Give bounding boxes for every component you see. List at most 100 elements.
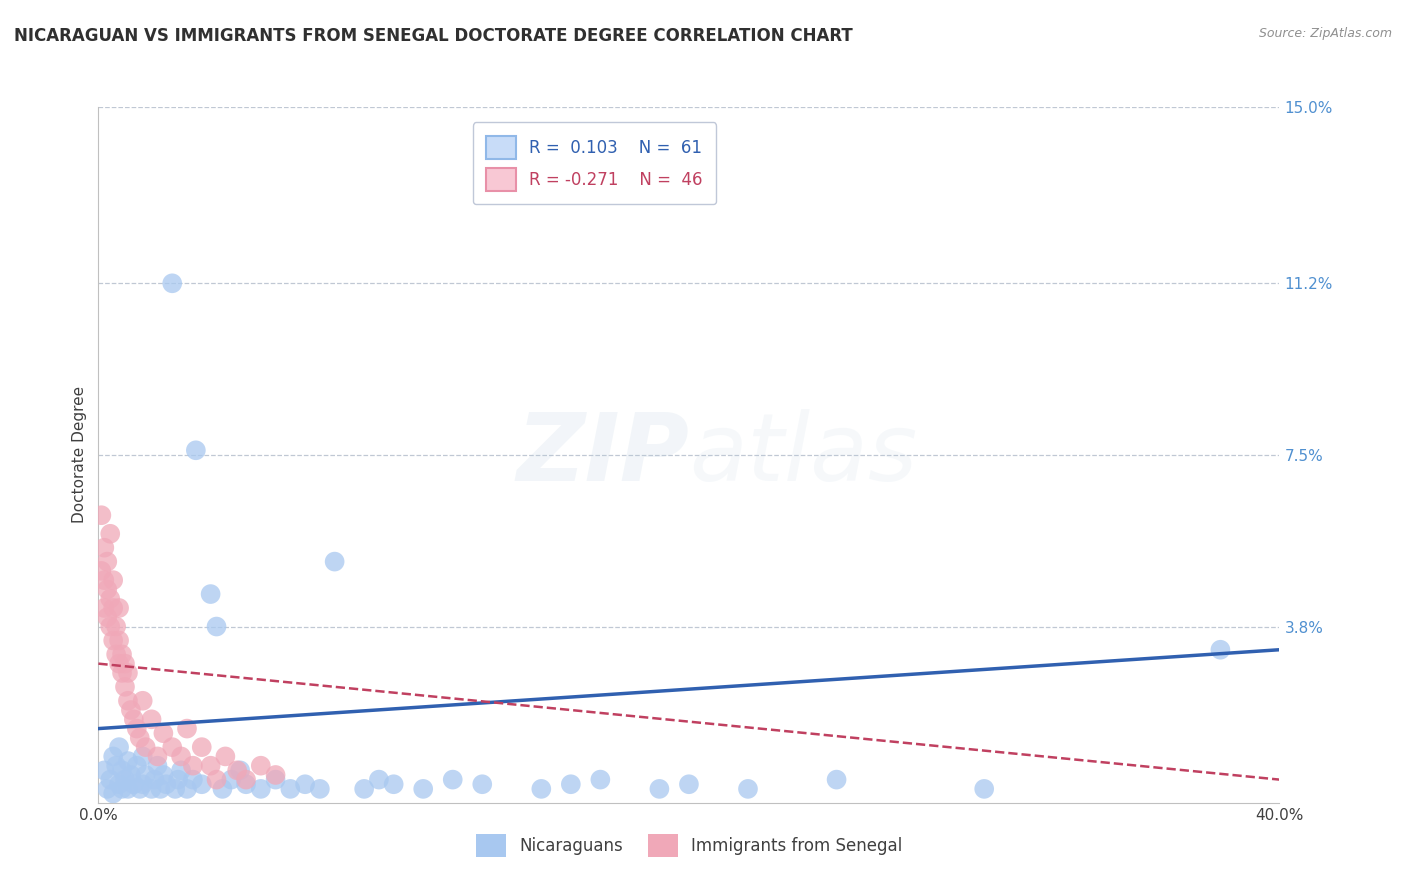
Point	[111, 764, 134, 778]
Point	[93, 764, 115, 778]
Point	[264, 772, 287, 787]
Point	[165, 781, 187, 796]
Point	[103, 749, 125, 764]
Point	[412, 781, 434, 796]
Point	[589, 772, 612, 787]
Point	[111, 648, 134, 662]
Point	[93, 573, 115, 587]
Point	[1209, 642, 1232, 657]
Point	[122, 777, 145, 791]
Point	[132, 694, 155, 708]
Point	[678, 777, 700, 791]
Point	[205, 619, 228, 633]
Point	[191, 740, 214, 755]
Point	[141, 712, 163, 726]
Point	[530, 781, 553, 796]
Point	[98, 619, 121, 633]
Point	[167, 772, 190, 787]
Point	[323, 555, 346, 569]
Point	[149, 781, 172, 796]
Point	[105, 648, 128, 662]
Point	[105, 758, 128, 772]
Point	[111, 781, 134, 796]
Point	[211, 781, 233, 796]
Point	[162, 277, 183, 291]
Point	[120, 768, 142, 782]
Point	[825, 772, 848, 787]
Point	[235, 777, 257, 791]
Point	[93, 541, 115, 555]
Point	[191, 777, 214, 791]
Point	[98, 772, 121, 787]
Point	[152, 768, 174, 782]
Point	[170, 764, 193, 778]
Point	[108, 601, 131, 615]
Point	[219, 772, 242, 787]
Point	[135, 740, 157, 755]
Point	[114, 772, 136, 787]
Point	[98, 526, 121, 541]
Point	[200, 758, 222, 772]
Point	[155, 777, 177, 791]
Point	[117, 665, 139, 680]
Point	[471, 777, 494, 791]
Y-axis label: Doctorate Degree: Doctorate Degree	[72, 386, 87, 524]
Point	[103, 573, 125, 587]
Point	[103, 633, 125, 648]
Point	[973, 781, 995, 796]
Point	[143, 772, 166, 787]
Point	[108, 633, 131, 648]
Point	[125, 722, 148, 736]
Point	[96, 555, 118, 569]
Point	[96, 582, 118, 597]
Text: ZIP: ZIP	[516, 409, 689, 501]
Legend: Nicaraguans, Immigrants from Senegal: Nicaraguans, Immigrants from Senegal	[470, 827, 908, 864]
Point	[278, 781, 302, 796]
Point	[235, 772, 257, 787]
Point	[93, 601, 115, 615]
Point	[250, 781, 273, 796]
Point	[176, 722, 198, 736]
Point	[108, 777, 131, 791]
Point	[111, 665, 134, 680]
Point	[141, 781, 163, 796]
Point	[108, 740, 131, 755]
Point	[103, 787, 125, 801]
Point	[96, 781, 118, 796]
Point	[648, 781, 671, 796]
Point	[117, 781, 139, 796]
Point	[122, 712, 145, 726]
Point	[108, 657, 131, 671]
Point	[117, 754, 139, 768]
Point	[309, 781, 332, 796]
Point	[176, 781, 198, 796]
Point	[152, 726, 174, 740]
Point	[146, 758, 169, 772]
Point	[125, 758, 148, 772]
Point	[120, 703, 142, 717]
Point	[90, 508, 112, 523]
Point	[170, 749, 193, 764]
Point	[264, 768, 287, 782]
Point	[200, 587, 222, 601]
Point	[368, 772, 391, 787]
Text: Source: ZipAtlas.com: Source: ZipAtlas.com	[1258, 27, 1392, 40]
Point	[441, 772, 464, 787]
Point	[90, 564, 112, 578]
Point	[114, 657, 136, 671]
Point	[96, 610, 118, 624]
Text: NICARAGUAN VS IMMIGRANTS FROM SENEGAL DOCTORATE DEGREE CORRELATION CHART: NICARAGUAN VS IMMIGRANTS FROM SENEGAL DO…	[14, 27, 853, 45]
Point	[205, 772, 228, 787]
Point	[226, 764, 249, 778]
Point	[229, 764, 252, 778]
Point	[184, 443, 207, 458]
Point	[181, 772, 204, 787]
Point	[98, 591, 121, 606]
Point	[560, 777, 582, 791]
Point	[737, 781, 759, 796]
Point	[128, 731, 150, 745]
Point	[250, 758, 273, 772]
Point	[103, 601, 125, 615]
Point	[117, 694, 139, 708]
Point	[181, 758, 204, 772]
